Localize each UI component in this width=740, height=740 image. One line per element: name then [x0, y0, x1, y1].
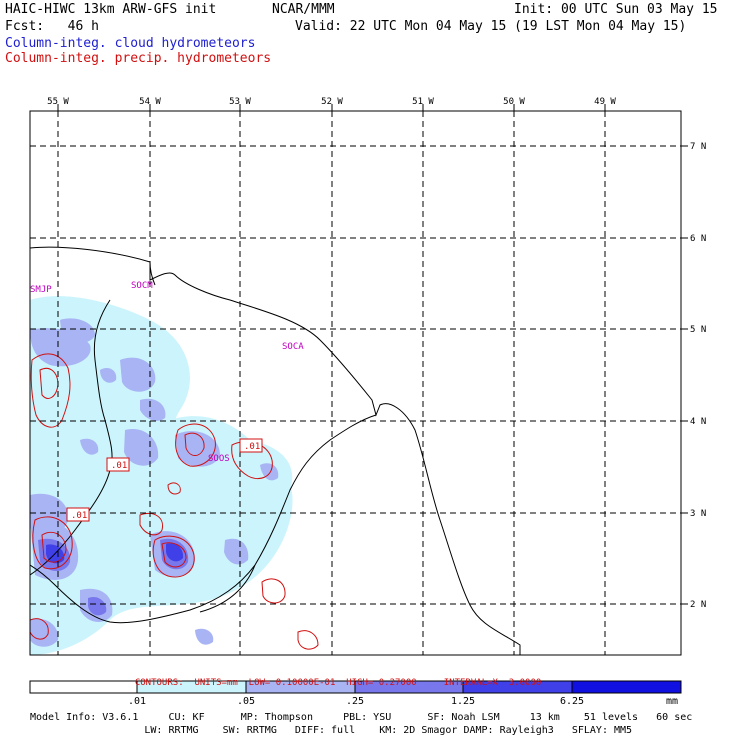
lon-label: 51 W: [412, 97, 434, 107]
colorbar-label: 6.25: [559, 696, 585, 707]
field-cloud-label: Column-integ. cloud hydrometeors: [5, 36, 256, 51]
model-title: HAIC-HIWC 13km ARW-GFS init: [5, 2, 217, 17]
lon-label: 54 W: [139, 97, 161, 107]
colorbar-label: .01: [127, 696, 147, 707]
contour-label: .01: [71, 511, 87, 521]
station-label: SOCA: [282, 342, 304, 352]
contour-units: UNITS=mm: [194, 678, 238, 688]
lat-label: 7 N: [690, 142, 706, 152]
forecast-hour: Fcst: 46 h: [5, 19, 99, 34]
contour-label-box: [239, 438, 263, 453]
org-label: NCAR/MMM: [272, 2, 335, 17]
lon-label: 53 W: [229, 97, 251, 107]
lon-label: 55 W: [47, 97, 69, 107]
colorbar-units: mm: [665, 696, 679, 707]
station-label: SOCM: [131, 281, 153, 291]
colorbar: [29, 680, 682, 694]
coastline: [30, 246, 521, 655]
field-precip-label: Column-integ. precip. hydrometeors: [5, 51, 272, 66]
contour-interval: INTERVAL=X 3.0000: [443, 678, 542, 688]
colorbar-label: 1.25: [450, 696, 476, 707]
lat-label: 4 N: [690, 417, 706, 427]
cloud-shading: [30, 296, 293, 655]
tick-marks: [57, 104, 688, 605]
contour-label: .01: [244, 442, 260, 452]
contour-title: CONTOURS:: [134, 678, 184, 688]
contour-label: .01: [111, 461, 127, 471]
colorbar-bin: [29, 680, 138, 694]
colorbar-bin: [571, 680, 682, 694]
station-label: SOOS: [208, 454, 230, 464]
lat-label: 5 N: [690, 325, 706, 335]
lon-label: 50 W: [503, 97, 525, 107]
init-time: Init: 00 UTC Sun 03 May 15: [514, 2, 718, 17]
colorbar-label: .05: [236, 696, 256, 707]
precip-contours: [30, 353, 319, 650]
lat-label: 2 N: [690, 600, 706, 610]
model-info-line2: LW: RRTMG SW: RRTMG DIFF: full KM: 2D Sm…: [30, 725, 633, 736]
valid-time: Valid: 22 UTC Mon 04 May 15 (19 LST Mon …: [295, 19, 687, 34]
lon-label: 49 W: [594, 97, 616, 107]
map-frame: [29, 110, 682, 656]
contour-label-box: [66, 507, 90, 522]
lat-label: 6 N: [690, 234, 706, 244]
lat-label: 3 N: [690, 509, 706, 519]
contour-high: HIGH= 0.27000: [346, 678, 417, 688]
graticule: [30, 111, 681, 655]
lon-label: 52 W: [321, 97, 343, 107]
contour-info: CONTOURS: UNITS=mm LOW= 0.10000E-01 HIGH…: [124, 668, 541, 688]
model-info-line1: Model Info: V3.6.1 CU: KF MP: Thompson P…: [30, 712, 693, 723]
station-label: SMJP: [30, 285, 52, 295]
colorbar-label: .25: [345, 696, 365, 707]
contour-low: LOW= 0.10000E-01: [248, 678, 336, 688]
contour-label-box: [106, 457, 130, 472]
